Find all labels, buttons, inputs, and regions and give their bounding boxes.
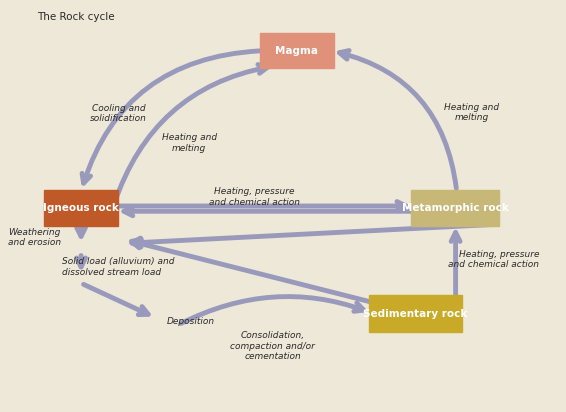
Text: Heating and
melting: Heating and melting — [444, 103, 499, 122]
FancyBboxPatch shape — [44, 190, 118, 226]
Text: Sedimentary rock: Sedimentary rock — [363, 309, 468, 319]
Text: Heating, pressure
and chemical action: Heating, pressure and chemical action — [209, 187, 300, 207]
Text: Metamorphic rock: Metamorphic rock — [402, 203, 509, 213]
FancyBboxPatch shape — [411, 190, 499, 226]
Text: Magma: Magma — [275, 46, 318, 56]
Text: Cooling and
solidification: Cooling and solidification — [90, 104, 147, 123]
Text: Heating and
melting: Heating and melting — [162, 133, 217, 153]
Text: Igneous rock: Igneous rock — [43, 203, 119, 213]
Text: Solid load (alluvium) and
dissolved stream load: Solid load (alluvium) and dissolved stre… — [62, 257, 175, 277]
Text: Deposition: Deposition — [166, 317, 215, 326]
Text: Heating, pressure
and chemical action: Heating, pressure and chemical action — [448, 250, 539, 269]
Text: The Rock cycle: The Rock cycle — [37, 12, 114, 22]
Text: Weathering
and erosion: Weathering and erosion — [8, 228, 61, 247]
FancyBboxPatch shape — [260, 33, 334, 68]
Text: Consolidation,
compaction and/or
cementation: Consolidation, compaction and/or cementa… — [230, 331, 315, 361]
FancyBboxPatch shape — [369, 295, 462, 332]
